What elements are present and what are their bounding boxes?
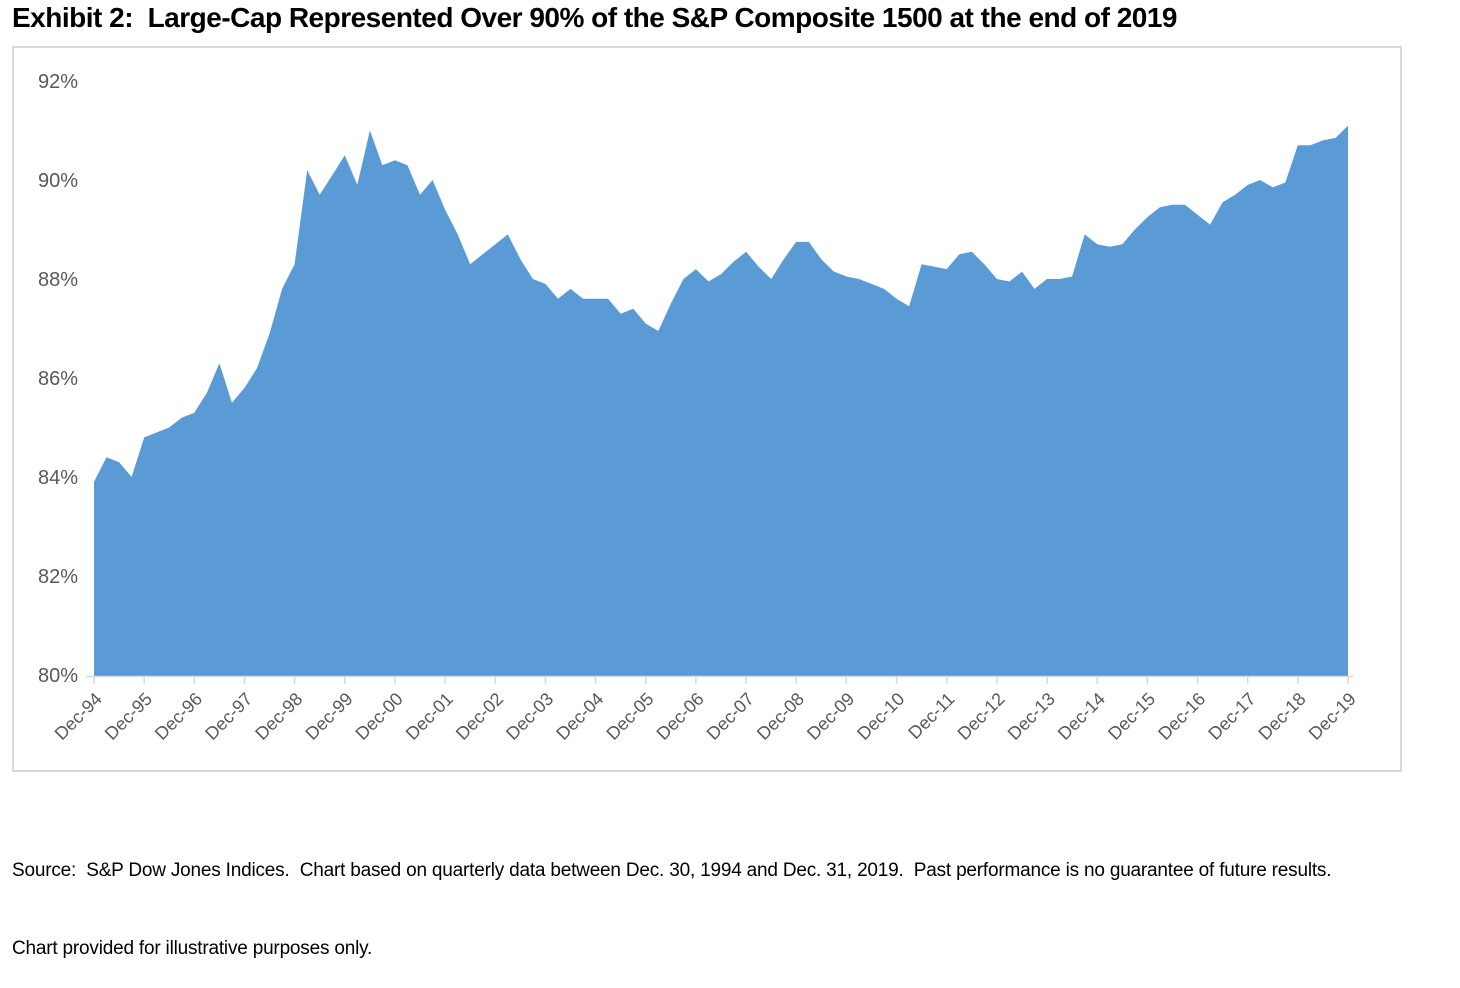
x-axis-label: Dec-94 bbox=[51, 689, 106, 744]
y-axis-label: 92% bbox=[38, 71, 78, 93]
x-axis-label: Dec-03 bbox=[502, 689, 557, 744]
x-axis-label: Dec-97 bbox=[201, 689, 256, 744]
x-axis-label: Dec-06 bbox=[653, 689, 708, 744]
source-note: Source: S&P Dow Jones Indices. Chart bas… bbox=[12, 806, 1457, 988]
y-axis-label: 80% bbox=[38, 665, 78, 687]
y-axis-label: 88% bbox=[38, 269, 78, 291]
x-axis-label: Dec-96 bbox=[151, 689, 206, 744]
x-axis-label: Dec-04 bbox=[552, 689, 607, 744]
x-axis-label: Dec-18 bbox=[1254, 689, 1309, 744]
x-axis-label: Dec-07 bbox=[703, 689, 758, 744]
x-axis-label: Dec-95 bbox=[101, 689, 156, 744]
x-axis-label: Dec-13 bbox=[1004, 689, 1059, 744]
x-axis-label: Dec-12 bbox=[954, 689, 1009, 744]
x-axis-label: Dec-15 bbox=[1104, 689, 1159, 744]
y-axis-label: 90% bbox=[38, 170, 78, 192]
x-axis-label: Dec-05 bbox=[602, 689, 657, 744]
source-note-line2: Chart provided for illustrative purposes… bbox=[12, 938, 373, 959]
y-axis-label: 84% bbox=[38, 467, 78, 489]
page-title: Exhibit 2: Large-Cap Represented Over 90… bbox=[12, 2, 1178, 33]
x-axis-label: Dec-98 bbox=[251, 689, 306, 744]
x-axis-label: Dec-19 bbox=[1305, 689, 1360, 744]
x-axis-label: Dec-02 bbox=[452, 689, 507, 744]
x-axis-label: Dec-99 bbox=[301, 689, 356, 744]
source-note-line1: Source: S&P Dow Jones Indices. Chart bas… bbox=[12, 860, 1332, 881]
area-chart: Dec-94Dec-95Dec-96Dec-97Dec-98Dec-99Dec-… bbox=[38, 71, 1360, 744]
x-axis-label: Dec-14 bbox=[1054, 689, 1109, 744]
x-axis-label: Dec-11 bbox=[904, 689, 958, 743]
y-axis-label: 86% bbox=[38, 368, 78, 390]
x-axis-label: Dec-00 bbox=[352, 689, 407, 744]
x-axis-label: Dec-08 bbox=[753, 689, 808, 744]
chart-container: Dec-94 Dec-95 Dec-96 Dec-97 Dec-98 Dec-99 Dec-… bbox=[12, 46, 1402, 772]
x-axis-label: Dec-01 bbox=[402, 689, 457, 744]
x-axis-label: Dec-10 bbox=[853, 689, 908, 744]
y-axis-label: 82% bbox=[38, 566, 78, 588]
x-axis-label: Dec-16 bbox=[1154, 689, 1209, 744]
large-cap-share-area bbox=[94, 125, 1348, 677]
x-axis-label: Dec-09 bbox=[803, 689, 858, 744]
x-axis-label: Dec-17 bbox=[1204, 689, 1259, 744]
